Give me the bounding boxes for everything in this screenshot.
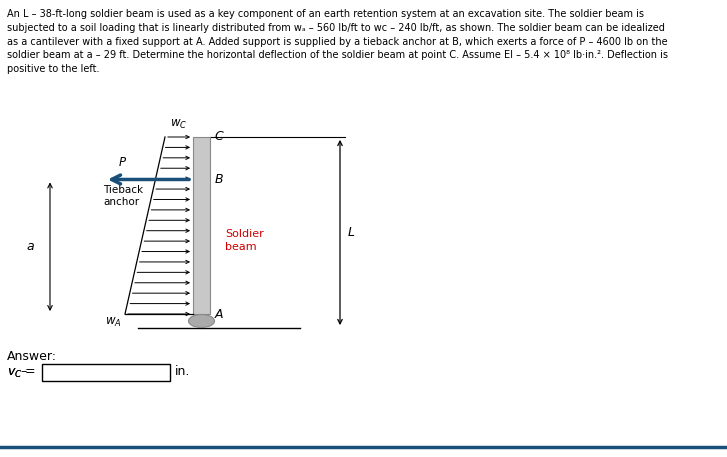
Text: An L – 38-ft-long soldier beam is used as a key component of an earth retention : An L – 38-ft-long soldier beam is used a…: [7, 9, 644, 19]
Text: anchor: anchor: [103, 197, 139, 207]
Text: $A$: $A$: [214, 308, 225, 320]
Text: $C$: $C$: [214, 129, 225, 143]
Text: Soldier: Soldier: [225, 228, 264, 239]
Text: soldier beam at a – 29 ft. Determine the horizontal deflection of the soldier be: soldier beam at a – 29 ft. Determine the…: [7, 50, 668, 60]
Bar: [193, 137, 210, 314]
Text: $v_C$ =: $v_C$ =: [7, 367, 36, 380]
Text: Answer:: Answer:: [7, 350, 57, 363]
Ellipse shape: [188, 314, 214, 328]
Text: $w_A$: $w_A$: [105, 316, 122, 329]
Text: positive to the left.: positive to the left.: [7, 64, 100, 74]
Text: $L$: $L$: [347, 226, 356, 239]
Text: $P$: $P$: [119, 156, 127, 170]
Text: Tieback: Tieback: [103, 186, 143, 196]
Text: $a$: $a$: [25, 240, 34, 253]
Text: subjected to a soil loading that is linearly distributed from wₐ – 560 lb/ft to : subjected to a soil loading that is line…: [7, 23, 665, 33]
Text: as a cantilever with a fixed support at A. Added support is supplied by a tiebac: as a cantilever with a fixed support at …: [7, 37, 667, 47]
Text: $B$: $B$: [214, 173, 224, 186]
Text: $v_C$–: $v_C$–: [7, 367, 28, 380]
Text: in.: in.: [175, 365, 190, 378]
Bar: [42, 364, 170, 381]
Text: $w_C$: $w_C$: [170, 118, 188, 131]
Text: beam: beam: [225, 242, 257, 252]
